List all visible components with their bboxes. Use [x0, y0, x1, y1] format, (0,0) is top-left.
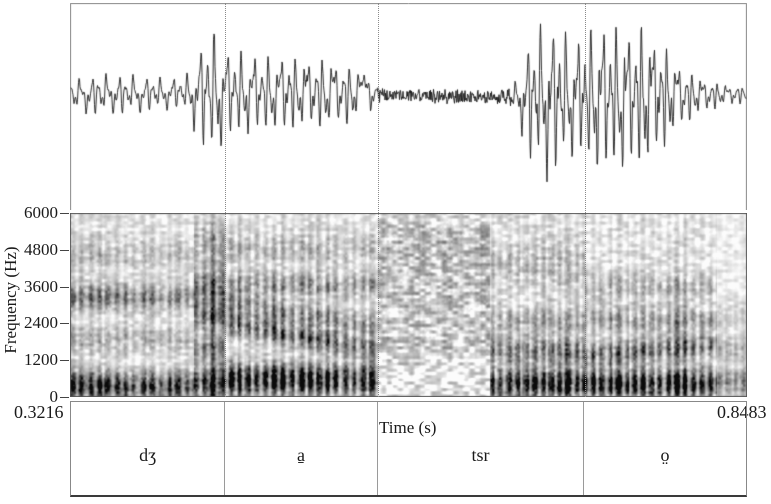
- tier-segment: tsr: [378, 402, 585, 495]
- freq-tick-mark: [60, 250, 69, 251]
- freq-tick-mark: [60, 287, 69, 288]
- freq-tick-mark: [60, 360, 69, 361]
- time-axis-label: Time (s): [379, 418, 437, 437]
- segment-tier: dʒ a̱ tsr o̤: [70, 401, 747, 497]
- tier-segment: a̱: [225, 402, 378, 495]
- segment-boundary-line: [585, 3, 586, 397]
- tier-segment-label: a̱: [297, 445, 306, 465]
- freq-tick-mark: [60, 323, 69, 324]
- spectrogram-plot: [70, 213, 747, 397]
- tier-segment: o̤: [584, 402, 746, 495]
- time-start-label: 0.3216: [14, 402, 64, 422]
- freq-tick-label: 3600: [24, 277, 58, 296]
- tier-segment-label: o̤: [660, 445, 670, 465]
- freq-tick-label: 4800: [24, 240, 58, 259]
- segment-boundary-line: [378, 3, 379, 397]
- tier-segment-label: dʒ: [139, 445, 157, 465]
- freq-tick-mark: [60, 213, 69, 214]
- tier-segment-label: tsr: [471, 445, 490, 465]
- freq-tick-label: 6000: [24, 203, 58, 222]
- time-end-label: 0.8483: [717, 402, 767, 422]
- freq-tick-label: 2400: [24, 313, 58, 332]
- tier-segment: dʒ: [71, 402, 226, 495]
- freq-tick-mark: [60, 397, 69, 398]
- waveform-plot: [70, 3, 747, 210]
- freq-tick-label: 0: [49, 387, 59, 406]
- freq-tick-label: 1200: [24, 350, 58, 369]
- segment-boundary-line: [225, 3, 226, 397]
